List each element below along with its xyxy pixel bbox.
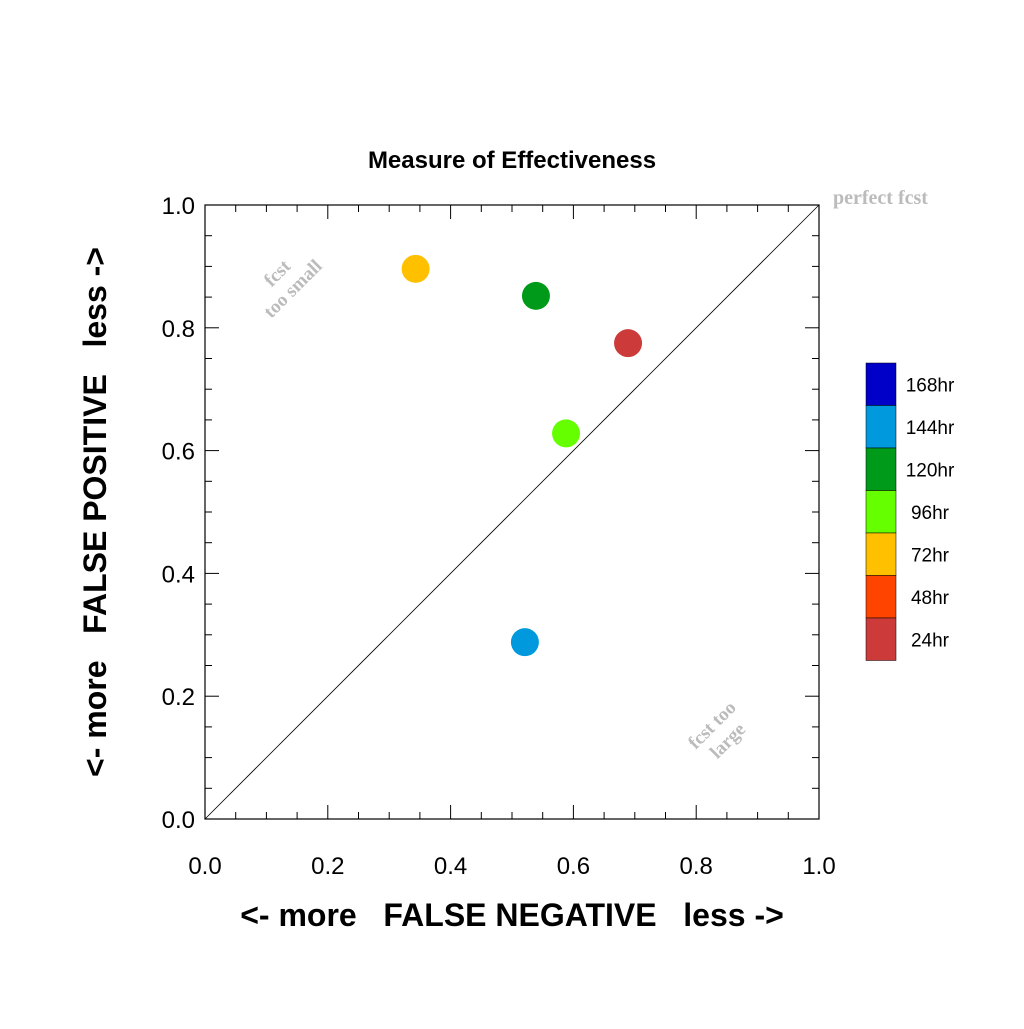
legend-swatch-96hr <box>865 490 897 534</box>
data-point-96hr <box>552 419 581 448</box>
axis-ticks <box>204 204 820 820</box>
legend-label-72hr: 72hr <box>911 545 950 566</box>
legend-swatch-72hr <box>865 532 897 576</box>
x-tick-label: 1.0 <box>802 853 835 880</box>
data-point-72hr <box>401 254 430 283</box>
y-tick-label: 1.0 <box>162 193 195 220</box>
x-tick-label: 0.6 <box>557 853 590 880</box>
y-axis-label: <- more FALSE POSITIVE less -> <box>77 247 113 777</box>
annotation-perfect-fcst: perfect fcst <box>833 187 928 209</box>
legend-label-24hr: 24hr <box>911 630 950 651</box>
legend-swatch-120hr <box>865 447 897 491</box>
x-axis-label: <- more FALSE NEGATIVE less -> <box>240 897 784 933</box>
x-tick-label: 0.0 <box>188 853 221 880</box>
annotation-too-large: fcst too large <box>684 697 750 763</box>
legend-swatch-168hr <box>865 362 897 406</box>
x-tick-label: 0.2 <box>311 853 344 880</box>
tick-labels: 0.0 0.2 0.4 0.6 0.8 1.0 0.0 0.2 0.4 0.6 0.8 1.0 <box>162 193 836 880</box>
legend-swatch-48hr <box>865 575 897 619</box>
legend: 168hr 144hr 120hr 96hr 72hr 48hr 24hr <box>865 362 955 661</box>
legend-label-48hr: 48hr <box>911 588 950 609</box>
y-tick-label: 0.0 <box>162 807 195 834</box>
y-tick-label: 0.2 <box>162 684 195 711</box>
legend-swatch-24hr <box>865 617 897 661</box>
data-point-144hr <box>510 628 539 657</box>
legend-label-168hr: 168hr <box>906 375 955 396</box>
diagonal-line <box>204 204 820 820</box>
data-points <box>401 254 643 657</box>
x-tick-label: 0.4 <box>434 853 467 880</box>
x-tick-label: 0.8 <box>680 853 713 880</box>
chart-title: Measure of Effectiveness <box>368 147 656 174</box>
legend-label-144hr: 144hr <box>906 418 955 439</box>
data-point-120hr <box>521 281 550 310</box>
data-point-24hr <box>614 329 643 358</box>
annotation-too-small: fcst too small <box>260 256 327 323</box>
y-tick-label: 0.6 <box>162 439 195 466</box>
y-tick-label: 0.4 <box>162 561 195 588</box>
legend-label-96hr: 96hr <box>911 503 950 524</box>
y-tick-label: 0.8 <box>162 316 195 343</box>
legend-label-120hr: 120hr <box>906 460 955 481</box>
legend-swatch-144hr <box>865 405 897 449</box>
